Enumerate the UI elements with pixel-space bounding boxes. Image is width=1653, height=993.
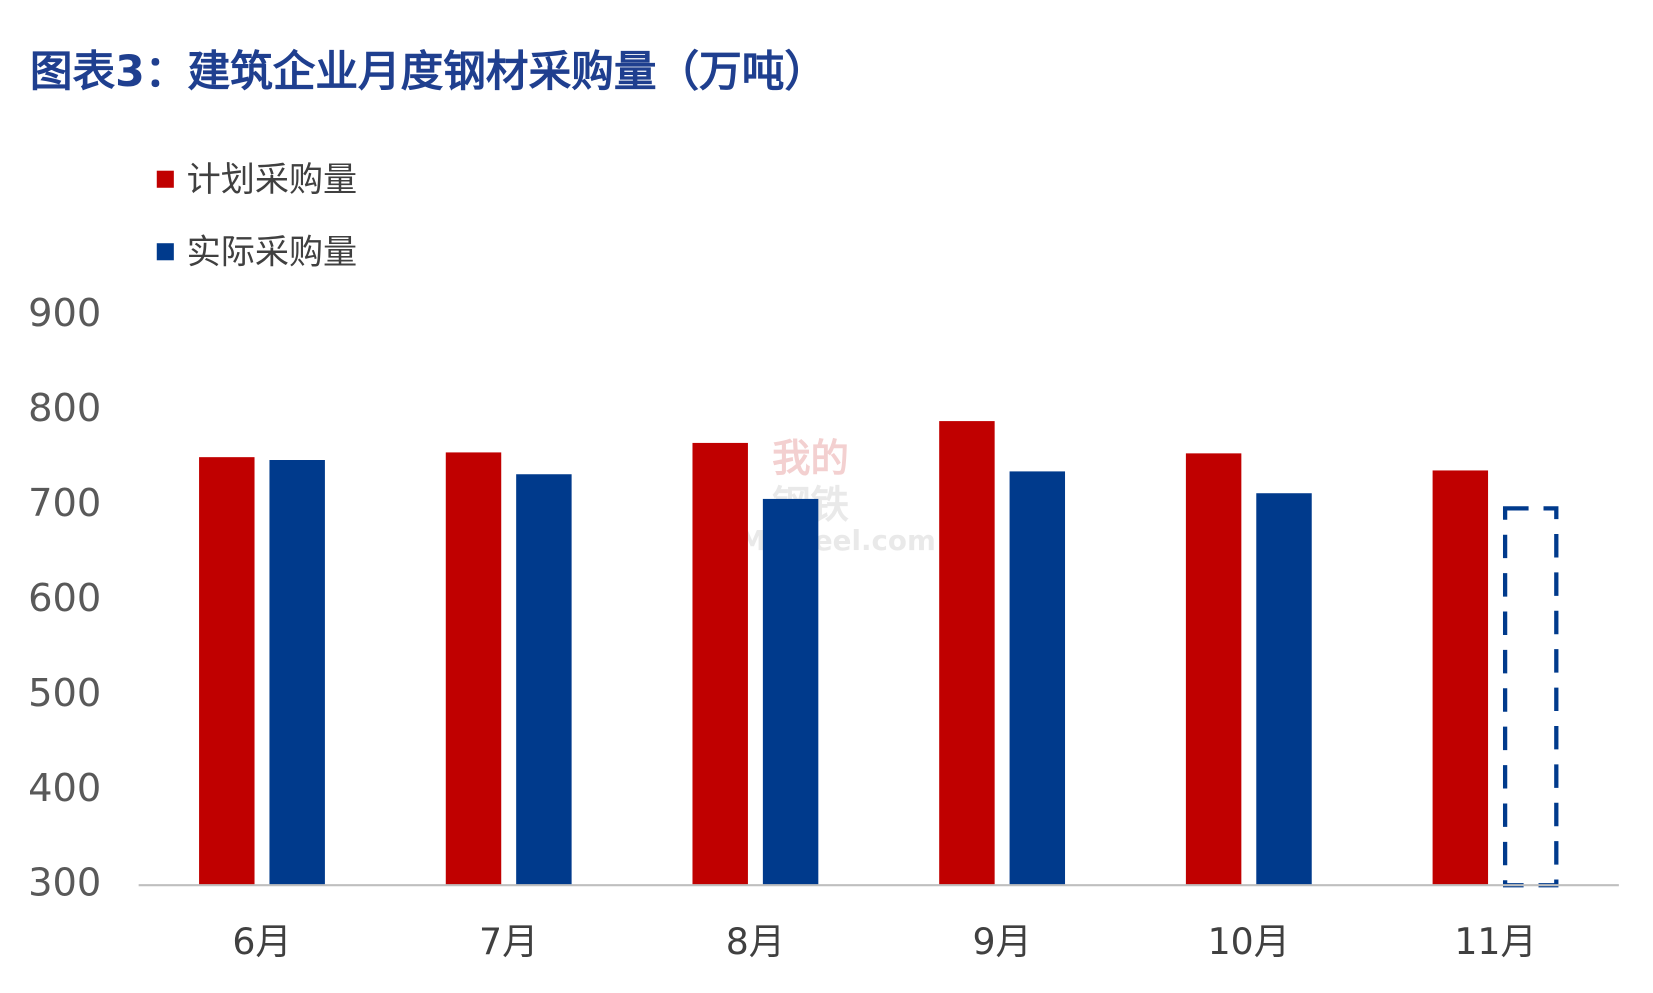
x-tick-label: 6月 [232, 920, 291, 963]
bar [1432, 470, 1489, 886]
y-tick-label: 400 [28, 766, 101, 811]
y-tick-label: 300 [28, 861, 101, 906]
legend-swatch [156, 170, 174, 188]
bar [762, 498, 819, 886]
bar [692, 442, 748, 886]
bar [269, 460, 325, 886]
bar [516, 474, 572, 886]
bar [1185, 453, 1242, 886]
legend-label: 实际采购量 [187, 232, 358, 272]
y-tick-label: 500 [28, 671, 101, 716]
y-tick-label: 600 [28, 576, 101, 621]
y-tick-label: 700 [28, 481, 101, 526]
bar [199, 457, 255, 886]
x-tick-label: 10月 [1208, 920, 1290, 963]
x-tick-label: 7月 [479, 920, 538, 963]
x-tick-label: 9月 [972, 920, 1031, 963]
watermark-text: 我的 [772, 436, 849, 481]
y-tick-label: 900 [28, 291, 101, 336]
bar [1256, 493, 1312, 886]
bar [1502, 506, 1559, 888]
x-tick-label: 11月 [1454, 920, 1536, 963]
y-tick-label: 800 [28, 386, 101, 431]
bar [1009, 471, 1066, 886]
bar [939, 421, 995, 886]
x-tick-label: 8月 [726, 920, 785, 963]
bar [445, 452, 502, 886]
chart-title: 图表3：建筑企业月度钢材采购量（万吨） [30, 47, 827, 97]
legend-swatch [156, 243, 174, 261]
legend-label: 计划采购量 [187, 160, 358, 200]
